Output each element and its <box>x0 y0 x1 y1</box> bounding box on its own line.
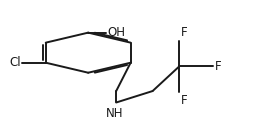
Text: NH: NH <box>106 106 123 120</box>
Text: F: F <box>181 26 187 39</box>
Text: F: F <box>215 60 222 73</box>
Text: F: F <box>181 94 187 107</box>
Text: OH: OH <box>108 26 126 39</box>
Text: Cl: Cl <box>9 56 20 69</box>
